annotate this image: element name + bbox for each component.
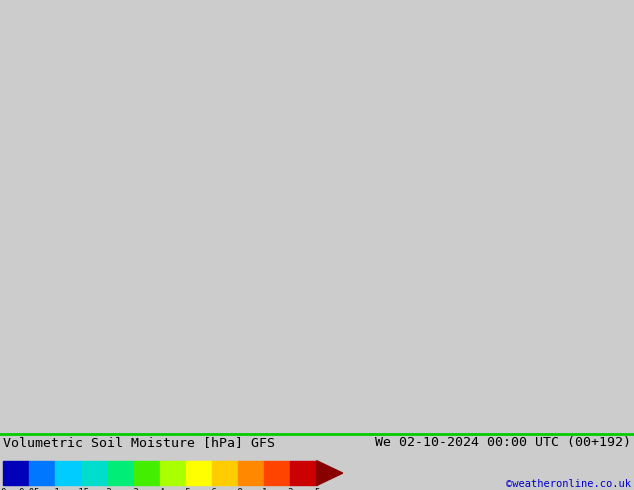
Polygon shape <box>290 461 316 486</box>
Polygon shape <box>212 461 238 486</box>
Text: 0.05: 0.05 <box>18 489 40 490</box>
Text: We 02-10-2024 00:00 UTC (00+192): We 02-10-2024 00:00 UTC (00+192) <box>375 437 631 449</box>
Text: .8: .8 <box>233 489 243 490</box>
Text: 3: 3 <box>288 489 293 490</box>
Text: .15: .15 <box>74 489 89 490</box>
Polygon shape <box>264 461 290 486</box>
Polygon shape <box>238 461 264 486</box>
Polygon shape <box>108 461 134 486</box>
Polygon shape <box>186 461 212 486</box>
Polygon shape <box>29 461 55 486</box>
Text: .1: .1 <box>50 489 61 490</box>
Text: Volumetric Soil Moisture [hPa] GFS: Volumetric Soil Moisture [hPa] GFS <box>3 437 275 449</box>
Text: .6: .6 <box>207 489 217 490</box>
Text: .2: .2 <box>102 489 113 490</box>
Polygon shape <box>3 461 29 486</box>
Text: ©weatheronline.co.uk: ©weatheronline.co.uk <box>506 479 631 489</box>
Text: 1: 1 <box>262 489 267 490</box>
Text: .5: .5 <box>181 489 191 490</box>
Polygon shape <box>55 461 82 486</box>
Text: 5: 5 <box>314 489 320 490</box>
Polygon shape <box>316 461 343 486</box>
Polygon shape <box>134 461 160 486</box>
Text: .3: .3 <box>129 489 139 490</box>
Text: 0: 0 <box>1 489 6 490</box>
Polygon shape <box>82 461 108 486</box>
Polygon shape <box>160 461 186 486</box>
Text: .4: .4 <box>155 489 165 490</box>
